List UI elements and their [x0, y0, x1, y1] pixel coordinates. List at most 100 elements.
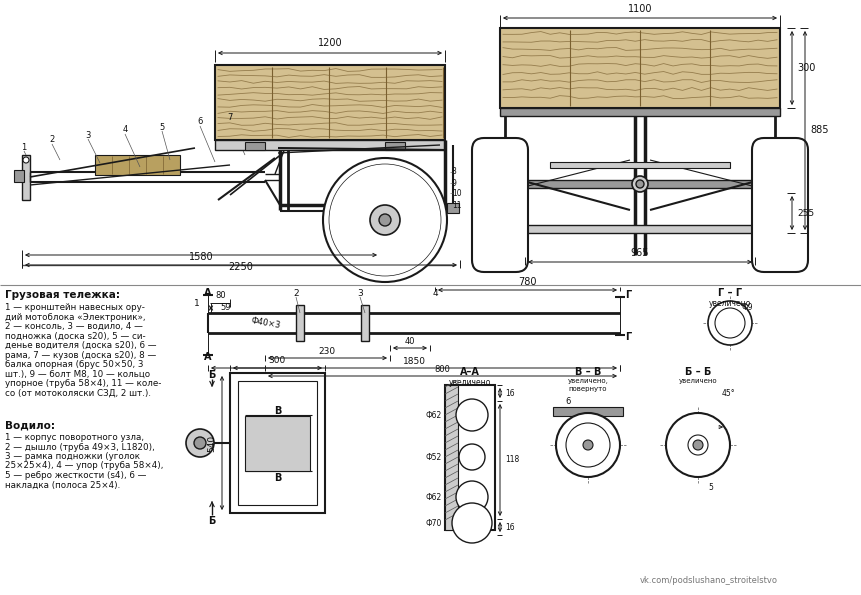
Text: 1 — корпус поворотного узла,: 1 — корпус поворотного узла, — [5, 433, 144, 442]
Bar — [447, 203, 459, 213]
Text: накладка (полоса 25×4).: накладка (полоса 25×4). — [5, 481, 121, 490]
Text: увеличено: увеличено — [449, 378, 491, 387]
Text: Б – Б: Б – Б — [684, 367, 711, 377]
Text: 5: 5 — [159, 123, 164, 131]
Text: 1580: 1580 — [189, 252, 214, 262]
Bar — [238, 381, 317, 505]
Text: 2 — консоль, 3 — водило, 4 —: 2 — консоль, 3 — водило, 4 — — [5, 322, 143, 331]
Bar — [361, 305, 369, 341]
Bar — [14, 170, 24, 182]
Circle shape — [456, 399, 488, 431]
Bar — [550, 162, 730, 168]
Text: 2 — дышло (труба 49×3, L1820),: 2 — дышло (труба 49×3, L1820), — [5, 443, 155, 452]
Text: рама, 7 — кузов (доска s20), 8 —: рама, 7 — кузов (доска s20), 8 — — [5, 350, 156, 359]
Text: дий мотоблока «Электроник»,: дий мотоблока «Электроник», — [5, 312, 146, 321]
Text: увеличено,: увеличено, — [567, 378, 609, 384]
Text: 16: 16 — [505, 522, 515, 531]
Bar — [500, 28, 780, 108]
Bar — [230, 373, 325, 513]
Text: 10: 10 — [452, 189, 461, 198]
Text: 2250: 2250 — [228, 262, 253, 272]
Text: увеличено: увеличено — [678, 378, 717, 384]
Text: балка опорная (брус 50×50, 3: балка опорная (брус 50×50, 3 — [5, 360, 144, 369]
Bar — [296, 305, 304, 341]
Text: 1: 1 — [22, 142, 27, 152]
Text: 8: 8 — [452, 168, 456, 177]
Text: 255: 255 — [797, 208, 815, 218]
Text: В: В — [275, 406, 282, 416]
Text: 4: 4 — [432, 289, 437, 298]
Text: Ф9: Ф9 — [742, 302, 753, 312]
FancyBboxPatch shape — [472, 138, 528, 272]
Text: 40: 40 — [405, 337, 415, 346]
Circle shape — [23, 157, 29, 163]
Text: Грузовая тележка:: Грузовая тележка: — [5, 290, 120, 300]
Text: увеличено: увеличено — [709, 299, 751, 308]
Text: 5: 5 — [708, 483, 713, 492]
Text: 780: 780 — [517, 277, 536, 287]
Circle shape — [194, 437, 206, 449]
Text: 80: 80 — [216, 291, 226, 300]
Text: 1850: 1850 — [402, 357, 425, 366]
Text: vk.com/podslushano_stroitelstvo: vk.com/podslushano_stroitelstvo — [640, 576, 778, 585]
Text: А–А: А–А — [460, 367, 480, 377]
Circle shape — [693, 440, 703, 450]
Text: 6: 6 — [566, 397, 571, 406]
Circle shape — [456, 481, 488, 513]
Bar — [445, 385, 495, 530]
Text: 25×25×4), 4 — упор (труба 58×4),: 25×25×4), 4 — упор (труба 58×4), — [5, 462, 164, 471]
Circle shape — [452, 503, 492, 543]
Text: Ф52: Ф52 — [425, 453, 442, 462]
Bar — [245, 416, 310, 471]
Text: 300: 300 — [269, 356, 286, 365]
Circle shape — [708, 301, 752, 345]
Bar — [500, 108, 780, 116]
Text: 2: 2 — [49, 136, 54, 145]
Text: 965: 965 — [631, 248, 649, 258]
Text: подножка (доска s20), 5 — си-: подножка (доска s20), 5 — си- — [5, 331, 146, 340]
Text: повернуто: повернуто — [569, 386, 607, 392]
Text: 4: 4 — [122, 126, 127, 134]
Text: Г: Г — [625, 290, 631, 300]
Text: 300: 300 — [797, 63, 815, 73]
Text: денье водителя (доска s20), 6 —: денье водителя (доска s20), 6 — — [5, 341, 157, 350]
Text: Ф62: Ф62 — [425, 493, 442, 502]
Text: 1200: 1200 — [318, 38, 343, 48]
Text: А: А — [204, 352, 212, 362]
Bar — [445, 385, 458, 530]
Circle shape — [459, 444, 485, 470]
Text: со (от мотоколяски СЗД, 2 шт.).: со (от мотоколяски СЗД, 2 шт.). — [5, 389, 151, 397]
Text: 1100: 1100 — [628, 4, 653, 14]
Text: 11: 11 — [452, 201, 461, 209]
Circle shape — [666, 413, 730, 477]
Bar — [500, 225, 780, 233]
Bar — [215, 65, 445, 140]
Circle shape — [186, 429, 214, 457]
Text: 45°: 45° — [722, 389, 735, 398]
Bar — [505, 180, 775, 188]
Circle shape — [370, 205, 400, 235]
Bar — [385, 142, 405, 150]
Circle shape — [632, 176, 648, 192]
Text: шт.), 9 — болт M8, 10 — кольцо: шт.), 9 — болт M8, 10 — кольцо — [5, 369, 150, 378]
Text: А: А — [204, 288, 212, 298]
Text: 3: 3 — [85, 130, 90, 139]
Text: Г: Г — [625, 332, 631, 342]
Bar — [553, 407, 623, 416]
Text: 800: 800 — [434, 365, 450, 374]
Text: 16: 16 — [505, 389, 515, 397]
Text: В – В: В – В — [575, 367, 601, 377]
Circle shape — [583, 440, 593, 450]
Text: 540: 540 — [208, 434, 216, 452]
Bar — [22, 155, 30, 200]
Bar — [245, 142, 265, 150]
Text: Ф62: Ф62 — [425, 411, 442, 419]
Text: Ф70: Ф70 — [425, 518, 442, 528]
Text: 1 — кронштейн навесных ору-: 1 — кронштейн навесных ору- — [5, 303, 145, 312]
Text: 5 — ребро жесткости (s4), 6 —: 5 — ребро жесткости (s4), 6 — — [5, 471, 146, 480]
Text: 1: 1 — [195, 299, 200, 308]
Bar — [95, 155, 180, 175]
Text: 3: 3 — [357, 289, 362, 298]
Text: 118: 118 — [505, 456, 519, 465]
Text: Б: Б — [208, 516, 216, 526]
